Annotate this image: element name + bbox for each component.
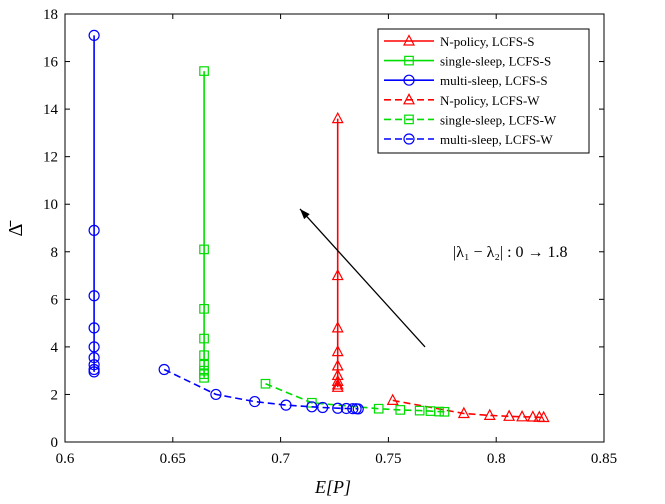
data-point — [199, 372, 209, 383]
x-axis-label: E[P] — [314, 477, 351, 497]
y-tick-label: 16 — [43, 55, 59, 71]
data-point — [434, 406, 444, 417]
data-point — [199, 244, 209, 255]
data-point — [331, 378, 344, 390]
data-point — [199, 66, 209, 76]
svg-text:Δ̄: Δ̄ — [5, 220, 27, 237]
y-tick-label: 12 — [43, 150, 58, 166]
y-axis-label: Δ̄ — [5, 220, 27, 237]
series-line — [163, 368, 359, 410]
data-point — [306, 401, 318, 413]
data-point — [395, 405, 406, 415]
data-point — [88, 366, 100, 378]
y-tick-label: 0 — [51, 435, 59, 451]
series-line — [392, 399, 544, 419]
legend-label: single-sleep, LCFS-S — [440, 54, 551, 69]
data-point — [331, 374, 344, 386]
data-point — [352, 403, 364, 415]
data-point — [331, 268, 344, 281]
data-point — [331, 344, 344, 357]
data-point — [526, 410, 539, 422]
x-tick-label: 0.8 — [487, 451, 506, 467]
data-point — [332, 402, 344, 414]
svg-text:E[P]: E[P] — [314, 477, 351, 497]
legend-marker — [404, 55, 414, 66]
data-point — [331, 321, 344, 333]
series-layer — [88, 29, 550, 423]
data-point — [483, 408, 496, 420]
data-point — [88, 322, 100, 334]
annotation-text: |λ₁ − λ₂| : 0 → 1.8 — [453, 244, 568, 261]
legend-label: multi-sleep, LCFS-S — [440, 73, 548, 88]
data-point — [317, 401, 329, 414]
tick-layer: 0.6 0.65 0.7 0.75 0.8 0.85 0 2 4 6 8 10 12 14 16 18 — [43, 7, 617, 467]
series-3 — [386, 393, 550, 423]
data-point — [503, 409, 516, 421]
series-line — [265, 382, 445, 413]
legend-box — [377, 28, 590, 154]
x-tick-label: 0.85 — [591, 451, 617, 467]
series-4 — [260, 378, 450, 417]
y-tick-label: 2 — [51, 387, 59, 403]
data-point — [516, 410, 529, 422]
data-point — [373, 403, 384, 414]
data-point — [158, 363, 170, 376]
series-1 — [199, 66, 209, 383]
legend-marker — [403, 133, 415, 145]
data-point — [537, 410, 550, 423]
data-point — [199, 333, 209, 344]
data-point — [88, 29, 100, 42]
y-tick-label: 6 — [51, 292, 59, 308]
annotation-arrowhead — [300, 208, 310, 220]
x-tick-label: 0.75 — [375, 451, 401, 467]
annotation: |λ₁ − λ₂| : 0 → 1.8 — [299, 208, 568, 348]
plot-frame-layer — [64, 13, 605, 443]
y-tick-label: 4 — [51, 340, 59, 356]
series-5 — [158, 363, 364, 415]
data-point — [260, 378, 271, 389]
legend-marker — [403, 34, 415, 46]
data-point — [331, 380, 344, 392]
legend-label: N-policy, LCFS-S — [440, 34, 535, 49]
data-point — [210, 388, 222, 401]
data-point — [88, 341, 100, 353]
data-point — [88, 290, 100, 302]
data-point — [347, 403, 359, 415]
legend-label: multi-sleep, LCFS-W — [440, 132, 553, 147]
legend-label: single-sleep, LCFS-W — [440, 112, 557, 127]
annotation-arrow — [299, 208, 426, 348]
data-point — [88, 351, 100, 364]
y-tick-label: 8 — [51, 245, 59, 261]
data-point — [199, 359, 209, 370]
x-tick-label: 0.7 — [271, 451, 290, 467]
data-point — [414, 405, 425, 416]
series-2 — [88, 29, 100, 378]
data-point — [386, 393, 399, 405]
data-point — [88, 359, 100, 371]
x-tick-label: 0.65 — [160, 451, 186, 467]
plot-frame — [64, 13, 605, 443]
legend-marker — [403, 93, 415, 105]
data-point — [331, 111, 344, 124]
legend-label: N-policy, LCFS-W — [440, 93, 540, 108]
data-point — [199, 350, 209, 361]
y-tick-label: 18 — [43, 7, 58, 23]
data-point — [457, 406, 470, 419]
legend-marker — [403, 74, 415, 86]
data-point — [88, 224, 100, 236]
data-point — [199, 303, 209, 314]
x-tick-label: 0.6 — [56, 451, 75, 467]
data-point — [249, 395, 261, 408]
legend: N-policy, LCFS-S single-sleep, LCFS-S mult… — [377, 28, 590, 154]
series-0 — [331, 111, 344, 392]
data-point — [439, 406, 450, 417]
y-tick-label: 10 — [43, 197, 58, 213]
data-point — [280, 399, 292, 411]
legend-marker — [404, 114, 414, 125]
y-tick-label: 14 — [43, 102, 59, 118]
